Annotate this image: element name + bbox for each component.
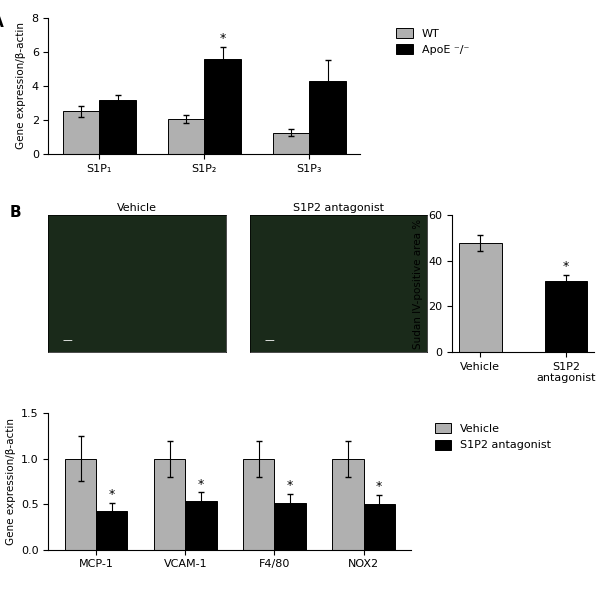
Text: *: *: [198, 478, 204, 491]
Legend: WT, ApoE ⁻/⁻: WT, ApoE ⁻/⁻: [391, 23, 473, 59]
Text: *: *: [287, 479, 293, 492]
Text: —: —: [62, 335, 72, 345]
Text: *: *: [219, 32, 226, 45]
Bar: [309, 81, 346, 154]
Bar: [168, 119, 204, 154]
Bar: [99, 99, 136, 154]
Bar: [364, 504, 395, 550]
Y-axis label: Gene expression/β-actin: Gene expression/β-actin: [16, 22, 26, 150]
Bar: [96, 511, 127, 550]
Bar: [154, 459, 185, 550]
Title: S1P2 antagonist: S1P2 antagonist: [293, 203, 384, 213]
Legend: Vehicle, S1P2 antagonist: Vehicle, S1P2 antagonist: [430, 419, 556, 455]
Bar: [459, 243, 502, 352]
Bar: [243, 459, 275, 550]
Bar: [545, 281, 587, 352]
Text: *: *: [108, 488, 115, 501]
Bar: [275, 504, 305, 550]
Y-axis label: Sudan IV-positive area %: Sudan IV-positive area %: [413, 219, 423, 349]
Text: A: A: [0, 15, 4, 30]
Bar: [332, 459, 364, 550]
Text: B: B: [10, 204, 21, 220]
Y-axis label: Gene expression/β-actin: Gene expression/β-actin: [5, 418, 16, 545]
Bar: [65, 459, 96, 550]
Text: *: *: [376, 480, 382, 493]
Text: —: —: [264, 335, 275, 345]
Text: *: *: [563, 261, 569, 274]
Bar: [204, 59, 241, 154]
Bar: [273, 133, 309, 154]
Bar: [62, 112, 99, 154]
Bar: [185, 501, 216, 550]
Title: Vehicle: Vehicle: [117, 203, 157, 213]
